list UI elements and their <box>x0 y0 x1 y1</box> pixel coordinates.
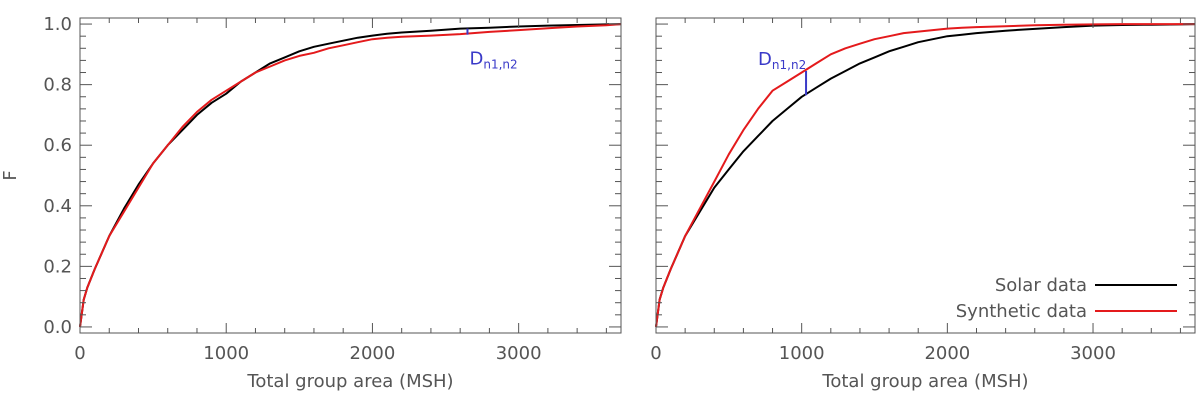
panel-right: 0 1000 2000 3000 Total group area (MSH) Dn1… <box>650 17 1196 392</box>
x-tick-label: 1000 <box>203 343 249 364</box>
legend: Solar data Synthetic data <box>956 275 1177 322</box>
ticks-layer: 0 1000 2000 3000 <box>650 18 1195 364</box>
y-tick-label: 0.8 <box>43 75 72 96</box>
ks-distance-label: Dn1,n2 <box>469 49 517 72</box>
series-line-synthetic <box>79 23 622 328</box>
y-axis-label: F <box>0 170 21 180</box>
series-layer <box>655 23 1196 328</box>
legend-label-synthetic: Synthetic data <box>956 301 1087 322</box>
legend-label-solar: Solar data <box>995 275 1087 296</box>
ks-distance-annotation: Dn1,n2 <box>758 49 808 96</box>
x-tick-label: 0 <box>74 343 85 364</box>
x-axis-label: Total group area (MSH) <box>246 371 453 392</box>
series-layer <box>79 23 622 328</box>
series-line-solar <box>655 23 1196 328</box>
y-tick-label: 0.4 <box>43 196 72 217</box>
ks-distance-label: Dn1,n2 <box>758 49 806 72</box>
series-line-synthetic <box>655 23 1195 328</box>
y-tick-label: 0.2 <box>43 256 72 277</box>
ks-distance-subscript: n1,n2 <box>772 58 806 72</box>
ks-distance-subscript: n1,n2 <box>483 58 517 72</box>
panel-left: 0 1000 2000 3000 0.0 0.2 0.4 0.6 0.8 1.0 Total gr… <box>0 14 622 392</box>
series-line-solar <box>79 23 622 328</box>
ks-distance-symbol: D <box>469 49 483 70</box>
y-tick-label: 1.0 <box>43 14 72 35</box>
x-tick-label: 3000 <box>1070 343 1116 364</box>
plot-frame <box>79 17 622 334</box>
plot-frame <box>655 17 1196 334</box>
x-tick-label: 0 <box>650 343 661 364</box>
ks-distance-symbol: D <box>758 49 772 70</box>
ks-distance-annotation: Dn1,n2 <box>466 28 518 72</box>
x-tick-label: 2000 <box>924 343 970 364</box>
y-tick-label: 0.0 <box>43 317 72 338</box>
ticks-layer: 0 1000 2000 3000 0.0 0.2 0.4 0.6 0.8 1.0 <box>43 14 621 364</box>
x-axis-label: Total group area (MSH) <box>821 371 1028 392</box>
y-tick-label: 0.6 <box>43 135 72 156</box>
x-tick-label: 1000 <box>779 343 825 364</box>
x-tick-label: 2000 <box>350 343 396 364</box>
x-tick-label: 3000 <box>496 343 542 364</box>
